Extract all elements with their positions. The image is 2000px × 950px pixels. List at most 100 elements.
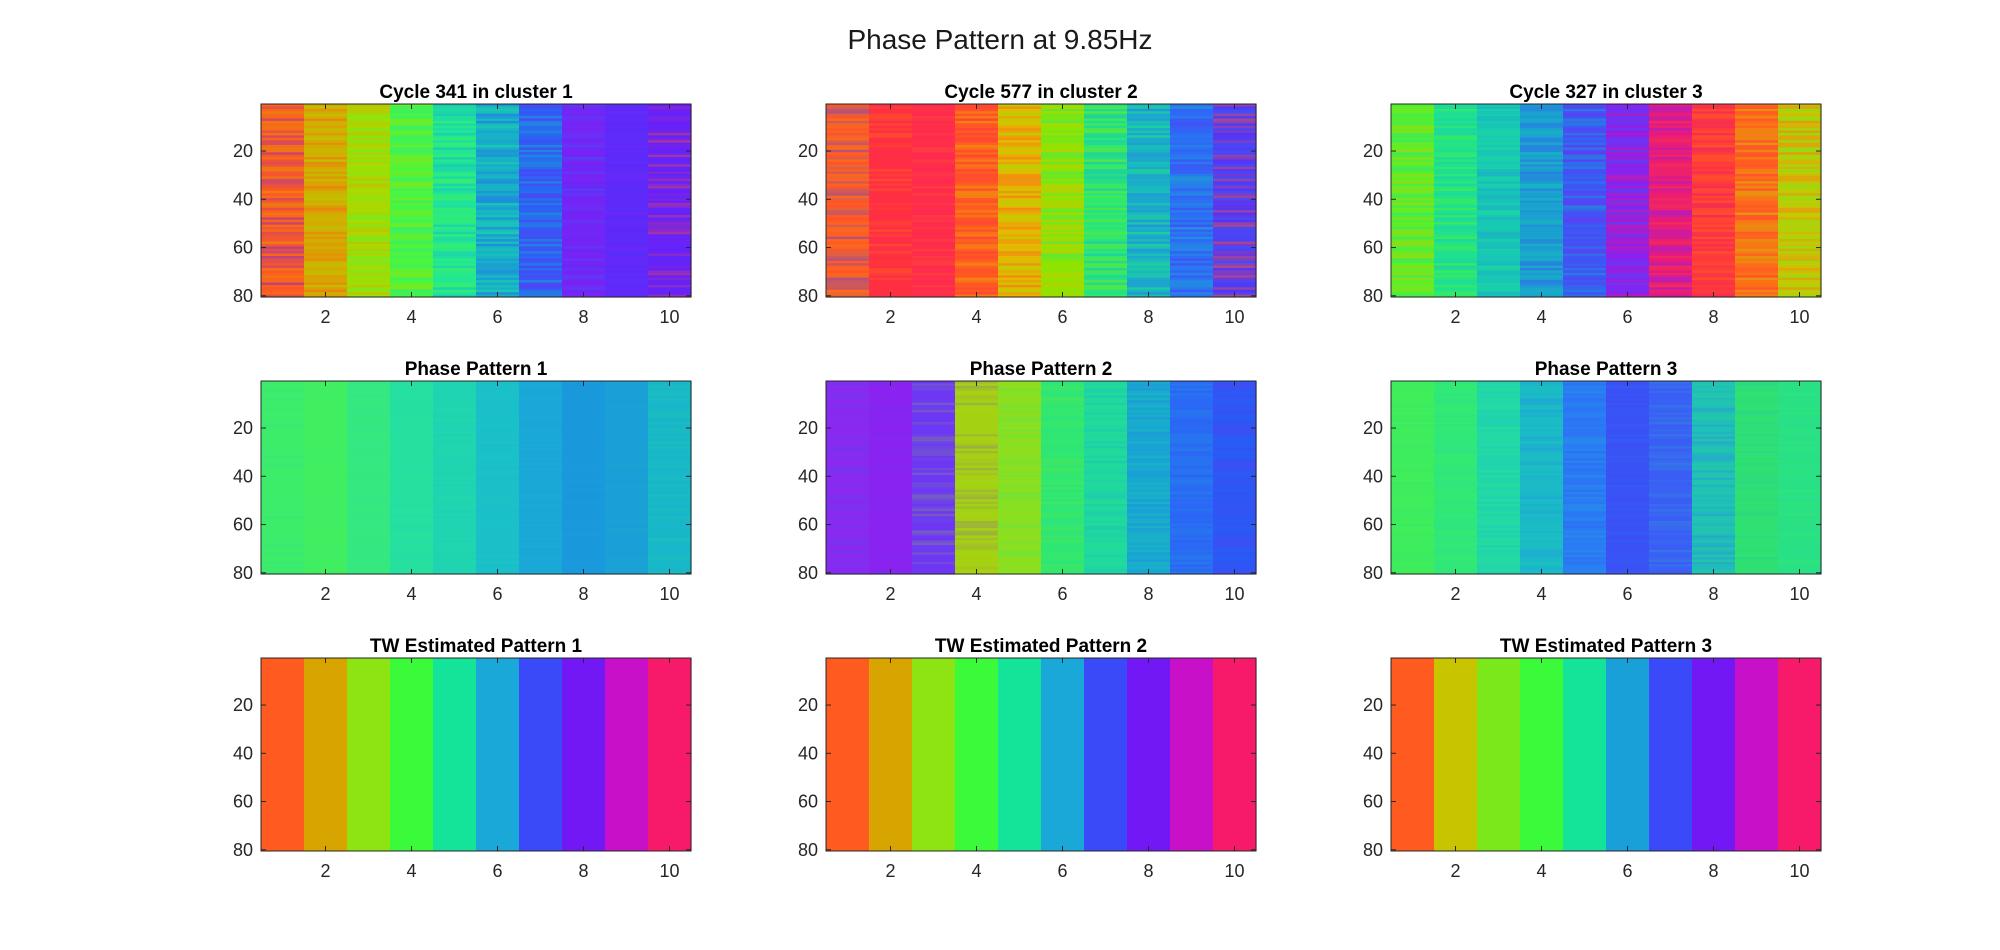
heatmap-cell bbox=[912, 390, 956, 394]
heatmap-cell bbox=[1213, 438, 1257, 442]
heatmap-cell bbox=[562, 195, 606, 199]
heatmap-cell bbox=[1692, 511, 1736, 515]
heatmap-cell bbox=[826, 210, 870, 214]
heatmap-cell bbox=[1041, 142, 1085, 146]
heatmap-cell bbox=[476, 161, 520, 165]
heatmap-cell bbox=[1477, 260, 1521, 264]
heatmap-cell bbox=[1649, 152, 1693, 156]
heatmap-cell bbox=[261, 569, 305, 573]
heatmap-cell bbox=[1606, 116, 1650, 120]
heatmap-cell bbox=[304, 450, 348, 454]
heatmap-cell bbox=[869, 116, 913, 120]
heatmap-cell bbox=[1606, 270, 1650, 274]
heatmap-cell bbox=[1084, 152, 1128, 156]
heatmap-cell bbox=[1735, 188, 1779, 192]
heatmap-cell bbox=[261, 441, 305, 445]
heatmap-cell bbox=[476, 234, 520, 238]
heatmap-cell bbox=[390, 227, 434, 231]
heatmap-cell bbox=[1127, 152, 1171, 156]
heatmap-cell bbox=[1434, 472, 1478, 476]
heatmap-cell bbox=[1434, 181, 1478, 185]
heatmap-cell bbox=[1213, 164, 1257, 168]
heatmap-cell bbox=[826, 381, 870, 385]
heatmap-cell bbox=[826, 400, 870, 404]
heatmap-cell bbox=[1213, 289, 1257, 293]
heatmap-cell bbox=[1606, 159, 1650, 163]
heatmap-cell bbox=[1735, 212, 1779, 216]
heatmap-cell bbox=[519, 282, 563, 286]
heatmap-cell bbox=[1391, 419, 1435, 423]
heatmap-cell bbox=[390, 412, 434, 416]
heatmap-cell bbox=[433, 487, 477, 491]
heatmap-cell bbox=[1127, 385, 1171, 389]
heatmap-cell bbox=[955, 542, 999, 546]
heatmap-cell bbox=[347, 383, 391, 387]
heatmap-cell bbox=[1170, 193, 1214, 197]
heatmap-cell bbox=[1477, 280, 1521, 284]
heatmap-cell bbox=[605, 248, 649, 252]
heatmap-cell bbox=[562, 412, 606, 416]
heatmap-cell bbox=[562, 393, 606, 397]
heatmap-cell bbox=[998, 214, 1042, 218]
heatmap-cell bbox=[1084, 424, 1128, 428]
heatmap-cell bbox=[562, 414, 606, 418]
heatmap-cell bbox=[648, 270, 692, 274]
heatmap-cell bbox=[648, 202, 692, 206]
heatmap-cell bbox=[1391, 116, 1435, 120]
heatmap-cell bbox=[1649, 210, 1693, 214]
heatmap-cell bbox=[648, 520, 692, 524]
heatmap-cell bbox=[955, 388, 999, 392]
y-tick-label: 60 bbox=[798, 238, 818, 258]
heatmap-cell bbox=[1520, 419, 1564, 423]
heatmap-cell bbox=[1041, 137, 1085, 141]
heatmap-cell bbox=[1084, 236, 1128, 240]
heatmap-cell bbox=[826, 472, 870, 476]
heatmap-cell bbox=[605, 523, 649, 527]
x-tick-label: 10 bbox=[1224, 584, 1244, 604]
heatmap-cell bbox=[390, 448, 434, 452]
heatmap-cell bbox=[347, 227, 391, 231]
heatmap-cell bbox=[1520, 465, 1564, 469]
heatmap-cell bbox=[648, 140, 692, 144]
heatmap-cell bbox=[1391, 246, 1435, 250]
heatmap-cell bbox=[1735, 390, 1779, 394]
heatmap-cell bbox=[648, 246, 692, 250]
heatmap-cell bbox=[347, 523, 391, 527]
heatmap-cell bbox=[476, 431, 520, 435]
heatmap-cell bbox=[1563, 412, 1607, 416]
heatmap-cell bbox=[1477, 190, 1521, 194]
heatmap-cell bbox=[304, 152, 348, 156]
heatmap-cell bbox=[304, 434, 348, 438]
heatmap-cell bbox=[605, 383, 649, 387]
heatmap-cell bbox=[433, 277, 477, 281]
heatmap-cell bbox=[1649, 135, 1693, 139]
heatmap-cell bbox=[826, 236, 870, 240]
heatmap-cell bbox=[1778, 193, 1822, 197]
heatmap-cell bbox=[1084, 183, 1128, 187]
heatmap-cell bbox=[1735, 195, 1779, 199]
heatmap-cell bbox=[433, 207, 477, 211]
heatmap-cell bbox=[1563, 532, 1607, 536]
heatmap-cell bbox=[998, 219, 1042, 223]
heatmap-cell bbox=[1170, 130, 1214, 134]
heatmap-cell bbox=[1520, 231, 1564, 235]
heatmap-cell bbox=[955, 477, 999, 481]
heatmap-cell bbox=[1735, 559, 1779, 563]
heatmap-cell bbox=[433, 164, 477, 168]
heatmap-cell bbox=[912, 506, 956, 510]
heatmap-cell bbox=[519, 400, 563, 404]
heatmap-cell bbox=[1735, 171, 1779, 175]
heatmap-cell bbox=[347, 123, 391, 127]
heatmap-cell bbox=[261, 251, 305, 255]
heatmap-cell bbox=[433, 424, 477, 428]
heatmap-cell bbox=[1735, 557, 1779, 561]
heatmap-cell bbox=[1391, 212, 1435, 216]
heatmap-cell bbox=[1520, 390, 1564, 394]
heatmap-cell bbox=[1213, 140, 1257, 144]
heatmap-cell bbox=[1213, 169, 1257, 173]
heatmap-cell bbox=[912, 487, 956, 491]
heatmap-cell bbox=[304, 438, 348, 442]
heatmap-cell bbox=[648, 545, 692, 549]
heatmap-cell bbox=[476, 178, 520, 182]
x-tick-label: 2 bbox=[1450, 307, 1460, 327]
